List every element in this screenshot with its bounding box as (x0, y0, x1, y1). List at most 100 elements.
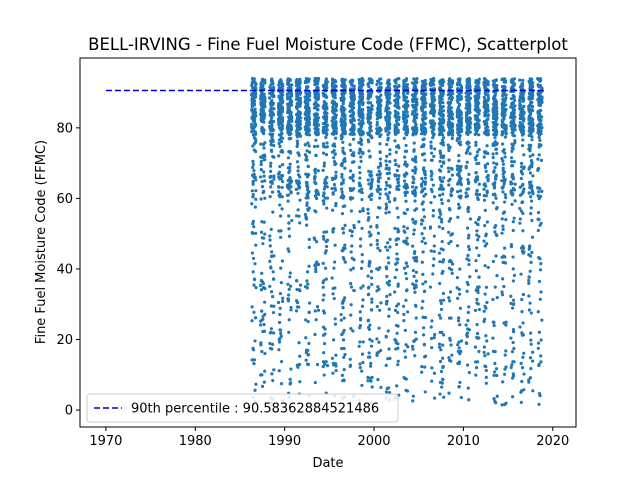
data-point (411, 217, 415, 221)
data-point (477, 349, 481, 354)
data-point (403, 349, 407, 353)
data-point (510, 350, 515, 354)
data-point (442, 395, 446, 399)
data-point (413, 124, 417, 128)
data-point (333, 322, 338, 326)
data-point (441, 291, 446, 296)
data-point (538, 186, 542, 191)
data-point (396, 215, 400, 219)
data-point (492, 396, 496, 401)
data-point (306, 353, 311, 357)
data-point (269, 304, 274, 308)
data-point (296, 165, 300, 169)
data-point (272, 143, 276, 148)
data-point (466, 386, 470, 390)
data-point (501, 168, 505, 173)
data-point (522, 104, 526, 108)
data-point (361, 340, 365, 344)
data-point (298, 175, 302, 179)
data-point (254, 197, 258, 201)
data-point (280, 132, 284, 136)
x-tick-label: 2020 (536, 434, 569, 449)
data-point (466, 282, 470, 287)
data-point (324, 125, 328, 129)
data-point (539, 194, 543, 199)
data-point (393, 128, 397, 132)
data-point (484, 128, 488, 132)
data-point (324, 112, 328, 116)
data-point (450, 353, 454, 357)
data-point (286, 199, 290, 203)
data-point (402, 98, 406, 102)
data-point (375, 173, 379, 177)
data-point (288, 126, 292, 130)
data-point (438, 281, 442, 286)
data-point (288, 87, 292, 91)
data-point (262, 174, 266, 178)
data-point (340, 346, 344, 351)
data-point (285, 125, 289, 130)
data-point (519, 176, 523, 181)
data-point (340, 195, 344, 199)
data-point (298, 92, 302, 96)
data-point (404, 118, 409, 123)
data-point (384, 363, 388, 367)
data-point (491, 320, 495, 324)
data-point (459, 183, 464, 187)
data-point (521, 97, 525, 101)
data-point (421, 299, 425, 303)
data-point (520, 165, 524, 169)
data-point (352, 223, 356, 228)
data-point (379, 133, 383, 137)
data-point (521, 211, 525, 215)
data-point (458, 351, 462, 356)
data-point (421, 315, 425, 319)
data-point (358, 127, 362, 132)
data-point (258, 323, 263, 327)
data-point (368, 323, 372, 327)
data-point (493, 230, 497, 234)
data-point (367, 81, 371, 85)
data-point (298, 110, 302, 114)
data-point (440, 164, 444, 168)
data-point (254, 243, 258, 247)
data-point (342, 119, 346, 123)
data-point (438, 178, 443, 182)
data-point (423, 315, 428, 320)
data-point (351, 112, 356, 116)
data-point (333, 286, 337, 290)
data-point (430, 110, 435, 114)
data-point (333, 243, 337, 247)
data-point (324, 244, 329, 249)
data-point (447, 147, 451, 151)
data-point (296, 182, 301, 187)
data-point (458, 189, 463, 193)
data-point (316, 116, 321, 120)
data-point (286, 299, 291, 303)
data-point (439, 217, 444, 222)
data-point (395, 100, 399, 105)
data-point (457, 385, 461, 389)
data-point (366, 286, 371, 290)
data-point (388, 148, 392, 152)
data-point (333, 136, 338, 140)
data-point (412, 256, 416, 260)
data-point (277, 141, 281, 146)
data-point (423, 78, 427, 83)
data-point (431, 263, 435, 268)
data-point (330, 150, 334, 154)
data-point (367, 216, 371, 220)
data-point (393, 226, 397, 230)
data-point (440, 385, 444, 389)
data-point (420, 218, 424, 222)
data-point (393, 158, 397, 163)
data-point (385, 183, 389, 187)
data-point (287, 214, 291, 218)
data-point (464, 151, 468, 155)
data-point (386, 241, 390, 245)
data-point (438, 359, 443, 364)
data-point (457, 82, 461, 86)
data-point (448, 208, 452, 212)
data-point (339, 182, 344, 186)
